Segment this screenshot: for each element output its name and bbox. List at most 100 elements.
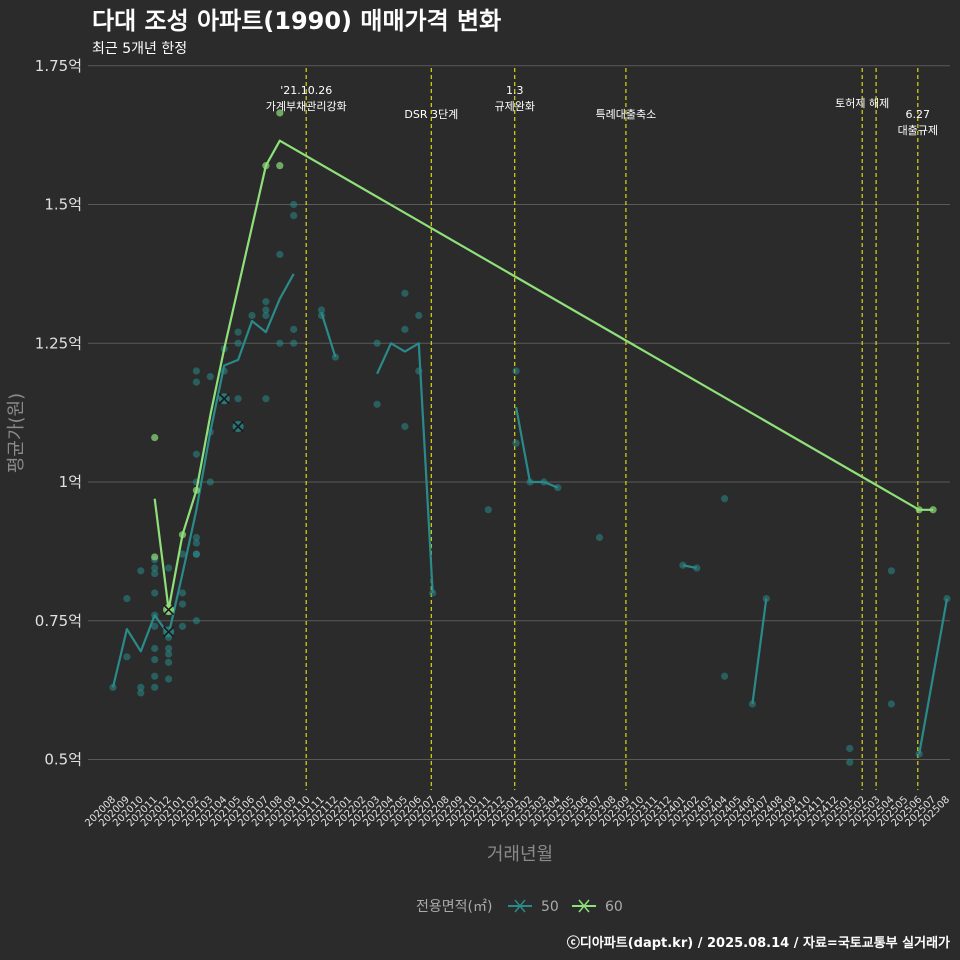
data-point [192, 533, 200, 542]
data-point [178, 550, 187, 558]
data-point [415, 311, 423, 320]
data-point [151, 589, 159, 597]
data-point [151, 434, 159, 442]
data-point [721, 495, 729, 503]
data-point [721, 672, 729, 680]
y-axis-title: 평균가(원) [6, 393, 27, 473]
data-point [178, 622, 187, 630]
event-label: 규제완화 [494, 100, 534, 113]
data-point [373, 400, 381, 408]
data-point [276, 162, 284, 170]
data-point [679, 561, 687, 569]
caption: ⓒ디아파트(dapt.kr) / 2025.08.14 / 자료=국토교통부 실… [567, 935, 950, 951]
data-point [887, 700, 896, 708]
data-point [401, 422, 409, 431]
data-point [484, 506, 492, 514]
event-label: '21.10.26 [280, 84, 332, 97]
legend-key-x [578, 899, 590, 913]
data-point [151, 683, 159, 691]
data-point [290, 325, 298, 333]
data-point [512, 367, 520, 375]
data-point [151, 564, 159, 572]
data-point [290, 212, 298, 220]
data-point [165, 675, 173, 683]
data-point [276, 250, 284, 259]
data-point [192, 539, 200, 547]
data-point [234, 339, 242, 347]
series-layer [109, 109, 951, 766]
event-label: 가계부채관리강화 [266, 100, 347, 113]
data-point [248, 311, 256, 320]
data-point [192, 617, 200, 625]
gridlines [88, 65, 950, 760]
data-point [401, 289, 409, 297]
data-point [151, 644, 159, 653]
data-point [137, 567, 145, 575]
data-point [151, 672, 159, 680]
cross-marker-x [232, 420, 244, 433]
data-point [206, 478, 214, 486]
data-point [846, 744, 854, 753]
data-point [276, 339, 284, 347]
data-point [151, 656, 159, 664]
data-point [178, 589, 187, 597]
series-line [153, 139, 934, 611]
data-point [290, 200, 298, 209]
y-axis-ticks: 0.5억 0.75억 1억 1.25억 1.5억 1.75억 [35, 57, 82, 769]
y-tick-label: 1.25억 [35, 334, 82, 352]
data-point [512, 439, 520, 447]
cross-marker-x [218, 393, 230, 405]
series-60 [151, 109, 937, 616]
data-point [137, 683, 145, 691]
data-point [331, 353, 339, 361]
data-point [595, 533, 604, 542]
cross-marker-x [163, 626, 175, 638]
data-point [123, 594, 131, 603]
series-line [111, 273, 949, 755]
data-point [290, 339, 298, 347]
data-point [373, 339, 381, 347]
y-tick-label: 0.75억 [35, 612, 82, 630]
data-point [234, 395, 242, 403]
data-point [262, 311, 270, 320]
data-point [887, 567, 896, 575]
data-point [123, 653, 131, 661]
chart-subtitle: 최근 5개년 한정 [92, 41, 187, 57]
cross-marker-x [163, 604, 175, 616]
data-point [192, 378, 200, 386]
data-point [317, 306, 326, 314]
chart-title: 다대 조성 아파트(1990) 매매가격 변화 [92, 7, 501, 35]
legend-key-x [514, 899, 526, 913]
legend-item-50: 50 [508, 899, 559, 915]
cross-marker [232, 420, 244, 433]
data-point [846, 758, 854, 766]
event-label: 6.27 [906, 108, 931, 121]
data-point [401, 325, 409, 333]
x-axis-title: 거래년월 [487, 844, 553, 865]
legend-label: 60 [605, 899, 623, 915]
data-point [262, 395, 270, 403]
data-point [262, 298, 270, 306]
y-tick-label: 1.5억 [44, 196, 82, 214]
data-point [165, 564, 173, 572]
cross-marker [163, 604, 175, 616]
data-point [276, 109, 284, 117]
data-point [192, 450, 200, 458]
data-point [165, 650, 173, 658]
data-point [151, 622, 159, 630]
data-point [192, 367, 200, 375]
y-tick-label: 1억 [59, 473, 82, 491]
y-tick-label: 1.75억 [35, 57, 82, 75]
data-point [165, 658, 173, 666]
legend-title: 전용면적(㎡) [416, 899, 492, 915]
data-point [206, 372, 214, 381]
event-label: 특례대출축소 [596, 108, 657, 121]
data-point [234, 328, 242, 336]
legend-label: 50 [541, 899, 559, 915]
event-label: 토허제 해제 [835, 96, 889, 110]
event-label: 1.3 [506, 84, 524, 97]
data-point [151, 569, 159, 578]
legend-item-60: 60 [572, 899, 623, 915]
data-point [192, 550, 200, 558]
